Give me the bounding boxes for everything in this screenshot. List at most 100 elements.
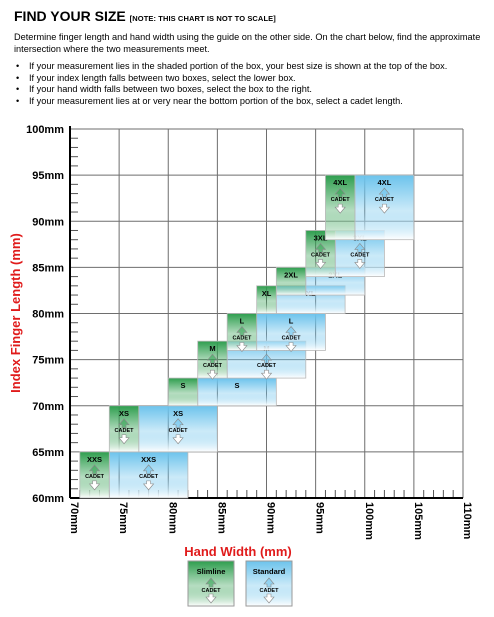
arrow-down-shape [118,434,130,445]
size-label: 3XL [314,233,328,242]
cadet-label: CADET [311,252,331,258]
arrow-down-shape [354,259,366,269]
slimline-size-box: S [167,377,199,407]
cadet-label: CADET [139,474,159,480]
standard-size-box: L CADET [256,313,326,352]
y-tick-label: 65mm [32,447,64,459]
arrow-up-shape [142,464,155,475]
x-tick-label: 100mm [363,502,375,540]
intro-text: Determine finger length and hand width u… [14,32,481,54]
arrow-up-shape [205,577,217,588]
standard-size-box: XXS CADET [108,451,189,499]
arrow-up-shape [260,353,273,364]
arrow-down-shape [88,480,101,491]
arrow-down-shape [314,259,327,269]
cadet-label: CADET [203,363,223,369]
cadet-arrow-icon [205,577,217,604]
arrow-down-shape [142,480,155,491]
cadet-arrow-icon [263,577,275,604]
size-box-fill [256,285,277,314]
x-tick-label: 85mm [215,502,227,534]
cadet-arrow-icon [142,464,155,491]
cadet-arrow-icon [314,243,327,269]
y-tick-label: 85mm [32,262,64,274]
arrow-down-shape [378,203,391,214]
cadet-label: CADET [115,428,135,434]
arrow-up-shape [118,418,130,429]
cadet-arrow-icon [334,187,346,214]
size-boxes: XXSCADETXXSCADETXSCADETXSCADETSSMCADETMC… [79,174,415,499]
instruction-list: If your measurement lies in the shaded p… [14,61,482,107]
cadet-label: CADET [169,428,189,434]
x-tick-label: 95mm [314,502,326,534]
y-tick-label: 100mm [26,124,64,136]
slimline-size-box: 4XL CADET [325,174,356,241]
size-label: S [235,381,240,390]
x-tick-label: 70mm [68,502,80,534]
size-box-fill [197,377,277,407]
x-tick-label: 105mm [412,502,424,540]
legend-cadet-label: CADET [260,588,280,594]
size-label: XS [119,409,129,418]
slimline-size-box: XXS CADET [79,451,110,499]
slimline-size-box: 2XL [275,266,307,296]
legend-label: Standard [253,567,286,576]
arrow-up-shape [285,326,297,336]
x-tick-label: 80mm [166,502,178,534]
arrow-down-shape [263,593,275,604]
x-tick-label: 110mm [461,502,473,540]
size-box-fill [275,266,307,296]
cadet-arrow-icon [378,187,391,214]
x-tick-label: 75mm [117,502,129,534]
y-tick-label: 95mm [32,170,64,182]
arrow-up-shape [88,464,101,475]
standard-size-box: XS CADET [138,405,218,453]
arrow-down-shape [205,593,217,604]
size-label: 2XL [284,270,298,279]
instructions-header: FIND YOUR SIZE [NOTE: THIS CHART IS NOT … [14,8,482,107]
title-text: FIND YOUR SIZE [14,8,126,24]
arrow-up-shape [263,577,275,588]
arrow-down-shape [236,342,248,352]
cadet-label: CADET [375,197,395,203]
page-title: FIND YOUR SIZE [NOTE: THIS CHART IS NOT … [14,8,482,27]
size-label: 4XL [333,178,347,187]
x-axis-title: Hand Width (mm) [184,544,291,559]
y-tick-label: 90mm [32,216,64,228]
arrow-up-shape [172,418,184,429]
arrow-up-shape [354,243,366,253]
size-label: XXS [141,455,156,464]
chart-legend: Slimline CADET Standard CADET [187,560,293,607]
y-tick-label: 75mm [32,355,64,367]
arrow-down-shape [260,369,273,380]
legend-label: Slimline [197,567,226,576]
instruction-item: If your index length falls between two b… [14,73,482,85]
legend-standard: Standard CADET [245,560,293,607]
size-label: XXS [87,455,102,464]
arrow-down-shape [285,342,297,352]
standard-size-box: S [197,377,277,407]
arrow-down-shape [334,203,346,214]
size-label: S [180,381,185,390]
cadet-arrow-icon [88,464,101,491]
size-label: 4XL [378,178,392,187]
cadet-label: CADET [85,474,105,480]
legend-cadet-label: CADET [202,588,222,594]
size-box-fill [167,377,199,407]
arrow-up-shape [206,353,219,364]
slimline-size-box: XS CADET [108,405,140,453]
instruction-item: If your hand width falls between two box… [14,84,482,96]
cadet-label: CADET [331,197,351,203]
scale-note: [NOTE: THIS CHART IS NOT TO SCALE] [129,14,276,23]
standard-size-box: 4XL CADET [354,174,415,241]
size-label: L [289,317,294,326]
arrow-up-shape [236,326,248,336]
cadet-arrow-icon [260,353,273,380]
legend-slimline: Slimline CADET [187,560,235,607]
size-label: M [209,344,215,353]
arrow-up-shape [314,243,327,253]
cadet-arrow-icon [354,243,366,269]
arrow-down-shape [172,434,184,445]
cadet-arrow-icon [285,326,297,352]
